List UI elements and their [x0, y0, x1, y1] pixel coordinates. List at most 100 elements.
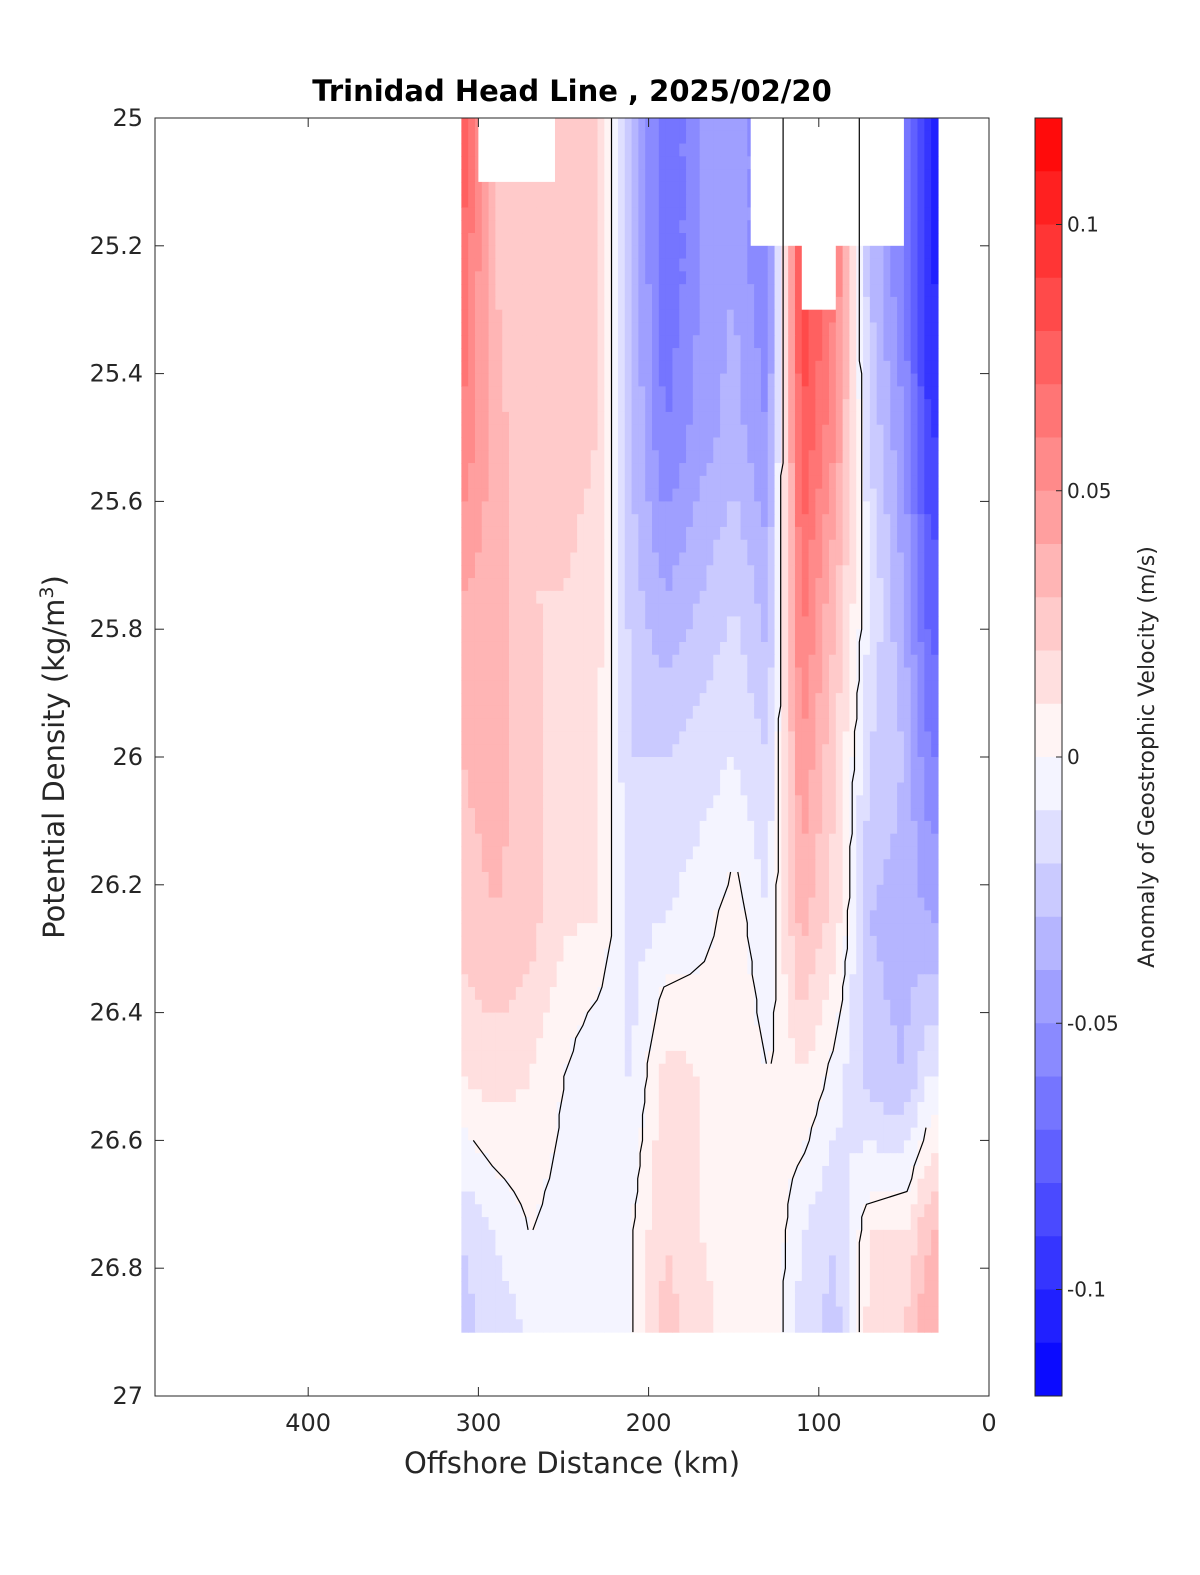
velocity-cell: [754, 539, 762, 554]
velocity-cell: [760, 475, 769, 490]
velocity-cell: [781, 411, 789, 426]
velocity-cell: [781, 284, 789, 298]
velocity-cell: [468, 590, 476, 605]
velocity-cell: [679, 808, 687, 822]
velocity-cell: [468, 808, 476, 822]
velocity-cell: [890, 399, 898, 413]
velocity-cell: [788, 769, 796, 784]
velocity-cell: [733, 590, 742, 605]
velocity-cell: [849, 859, 857, 873]
velocity-cell: [706, 552, 714, 566]
velocity-cell: [597, 220, 605, 234]
velocity-cell: [897, 999, 905, 1014]
velocity-cell: [515, 411, 524, 426]
velocity-cell: [699, 578, 708, 592]
velocity-cell: [781, 386, 789, 400]
velocity-cell: [488, 859, 497, 873]
velocity-cell: [890, 450, 898, 464]
velocity-cell: [808, 974, 816, 988]
velocity-cell: [495, 910, 503, 924]
velocity-cell: [624, 718, 633, 733]
velocity-cell: [808, 629, 816, 643]
velocity-cell: [801, 501, 810, 515]
velocity-cell: [522, 207, 531, 221]
velocity-cell: [611, 808, 619, 822]
velocity-cell: [624, 118, 633, 132]
velocity-cell: [488, 1012, 497, 1026]
velocity-cell: [474, 399, 483, 413]
velocity-cell: [733, 156, 742, 170]
velocity-cell: [910, 552, 919, 566]
velocity-cell: [556, 731, 565, 745]
velocity-cell: [897, 680, 905, 694]
velocity-cell: [903, 808, 912, 822]
velocity-cell: [481, 399, 490, 413]
velocity-cell: [590, 884, 599, 899]
velocity-cell: [658, 181, 667, 196]
velocity-cell: [570, 322, 578, 336]
velocity-cell: [652, 935, 660, 950]
velocity-cell: [522, 616, 531, 630]
velocity-cell: [794, 680, 803, 694]
velocity-cell: [570, 654, 578, 669]
velocity-cell: [522, 194, 531, 209]
velocity-cell: [556, 705, 565, 720]
velocity-cell: [849, 590, 857, 605]
velocity-cell: [788, 731, 796, 745]
velocity-cell: [563, 156, 571, 170]
velocity-cell: [720, 322, 728, 336]
velocity-cell: [543, 271, 551, 285]
velocity-cell: [474, 475, 483, 490]
velocity-cell: [808, 488, 816, 502]
velocity-cell: [509, 999, 517, 1014]
velocity-cell: [617, 859, 626, 873]
velocity-cell: [563, 667, 571, 681]
velocity-cell: [815, 578, 823, 592]
velocity-cell: [543, 386, 551, 400]
velocity-cell: [495, 207, 503, 221]
velocity-cell: [590, 833, 599, 848]
velocity-cell: [509, 705, 517, 720]
velocity-cell: [876, 296, 885, 311]
velocity-cell: [815, 411, 823, 426]
velocity-cell: [788, 475, 796, 490]
velocity-cell: [502, 284, 510, 298]
velocity-cell: [869, 629, 878, 643]
velocity-cell: [488, 424, 497, 439]
velocity-cell: [740, 271, 748, 285]
velocity-cell: [488, 731, 497, 745]
velocity-cell: [488, 667, 497, 681]
velocity-cell: [665, 220, 674, 234]
velocity-cell: [815, 884, 823, 899]
velocity-cell: [869, 399, 878, 413]
velocity-cell: [726, 437, 735, 451]
velocity-cell: [495, 526, 503, 541]
velocity-cell: [509, 335, 517, 349]
velocity-cell: [488, 411, 497, 426]
velocity-cell: [924, 373, 932, 387]
velocity-cell: [747, 693, 755, 707]
velocity-cell: [890, 565, 898, 579]
velocity-cell: [536, 335, 544, 349]
velocity-cell: [917, 309, 925, 324]
velocity-cell: [617, 910, 626, 924]
velocity-cell: [754, 463, 762, 477]
velocity-cell: [515, 769, 524, 784]
velocity-cell: [672, 578, 680, 592]
velocity-cell: [658, 680, 667, 694]
velocity-cell: [583, 616, 592, 630]
velocity-cell: [604, 833, 612, 848]
velocity-cell: [706, 399, 714, 413]
velocity-cell: [652, 399, 660, 413]
velocity-cell: [665, 501, 674, 515]
velocity-cell: [577, 181, 585, 196]
velocity-cell: [863, 859, 871, 873]
velocity-cell: [910, 284, 919, 298]
velocity-cell: [624, 437, 633, 451]
velocity-cell: [631, 680, 639, 694]
velocity-cell: [502, 872, 510, 886]
velocity-cell: [699, 450, 708, 464]
velocity-cell: [631, 552, 639, 566]
velocity-cell: [597, 731, 605, 745]
velocity-cell: [890, 654, 898, 669]
